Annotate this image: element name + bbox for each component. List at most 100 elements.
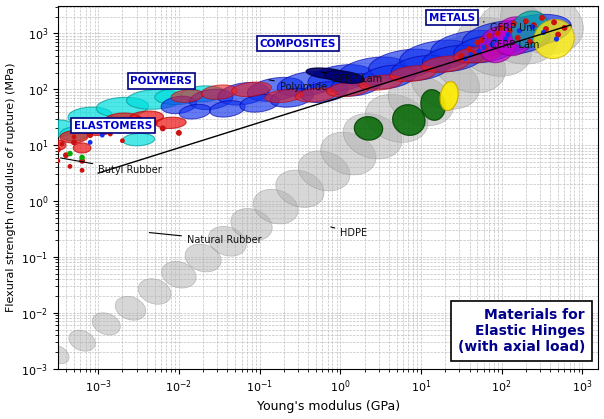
Polygon shape (306, 68, 350, 79)
Polygon shape (161, 96, 197, 114)
Polygon shape (390, 66, 436, 82)
Point (94, 122, 103, 129)
Point (493, 30, 503, 37)
Polygon shape (331, 74, 382, 96)
Text: Butyl Rubber: Butyl Rubber (60, 158, 162, 175)
Polygon shape (355, 117, 383, 140)
Polygon shape (455, 18, 532, 76)
Point (101, 128, 111, 134)
Point (45, 148, 54, 155)
Polygon shape (422, 46, 484, 72)
Polygon shape (368, 49, 441, 79)
Polygon shape (433, 37, 506, 93)
Point (106, 131, 115, 137)
Point (457, 52, 466, 59)
Polygon shape (486, 26, 550, 54)
Polygon shape (462, 21, 541, 55)
Point (85, 139, 95, 146)
Point (118, 121, 127, 127)
Polygon shape (231, 82, 271, 97)
Point (174, 129, 184, 136)
Polygon shape (440, 82, 458, 111)
Polygon shape (208, 226, 246, 256)
Polygon shape (359, 75, 402, 90)
Point (509, 20, 519, 27)
Point (539, 29, 548, 36)
Point (537, 15, 547, 21)
Point (479, 44, 489, 51)
Polygon shape (115, 296, 146, 320)
Point (521, 18, 531, 25)
Point (150, 119, 159, 126)
Polygon shape (40, 120, 76, 137)
Polygon shape (454, 47, 501, 63)
Point (490, 37, 500, 44)
Point (481, 44, 490, 51)
Point (77, 167, 87, 173)
Polygon shape (60, 127, 88, 141)
Polygon shape (265, 90, 303, 103)
Point (158, 125, 167, 132)
Polygon shape (47, 345, 69, 364)
Point (460, 55, 470, 62)
Point (497, 25, 507, 31)
Text: ELASTOMERS: ELASTOMERS (74, 121, 152, 131)
Polygon shape (240, 94, 279, 112)
Polygon shape (361, 65, 416, 89)
Text: COMPOSITES: COMPOSITES (260, 39, 336, 49)
Polygon shape (393, 105, 425, 135)
Polygon shape (338, 57, 407, 86)
Point (541, 26, 551, 32)
Polygon shape (496, 14, 571, 47)
Text: GFRP Lam: GFRP Lam (321, 72, 382, 84)
Text: Polyimide: Polyimide (269, 80, 327, 91)
Text: HDPE: HDPE (331, 227, 367, 238)
Polygon shape (479, 27, 516, 63)
Polygon shape (96, 97, 149, 117)
Polygon shape (138, 279, 171, 304)
Polygon shape (324, 71, 364, 83)
Point (57, 141, 66, 147)
Polygon shape (365, 94, 428, 142)
Polygon shape (155, 88, 203, 104)
Polygon shape (400, 40, 475, 71)
Polygon shape (181, 86, 225, 102)
Point (65, 163, 75, 170)
Polygon shape (388, 75, 454, 126)
Polygon shape (73, 143, 91, 153)
Polygon shape (185, 244, 221, 272)
Point (464, 46, 474, 52)
Polygon shape (156, 117, 186, 129)
Polygon shape (308, 65, 373, 92)
Point (529, 22, 539, 28)
Polygon shape (321, 132, 376, 175)
Polygon shape (123, 133, 155, 146)
Polygon shape (276, 170, 324, 207)
Point (505, 27, 515, 34)
Point (97, 132, 107, 138)
Polygon shape (69, 330, 95, 351)
Point (61, 152, 71, 158)
Point (477, 37, 486, 44)
Polygon shape (421, 90, 445, 120)
Text: POLYMERS: POLYMERS (130, 76, 192, 86)
Polygon shape (201, 85, 237, 99)
Point (82, 126, 91, 133)
Polygon shape (326, 82, 370, 97)
Polygon shape (478, 3, 557, 64)
X-axis label: Young's modulus (GPa): Young's modulus (GPa) (257, 401, 400, 414)
Text: GFRP Uni: GFRP Uni (483, 22, 535, 33)
Polygon shape (534, 20, 574, 59)
Polygon shape (162, 261, 196, 288)
Polygon shape (218, 83, 269, 105)
Polygon shape (82, 122, 114, 135)
Point (560, 25, 570, 31)
Polygon shape (501, 0, 583, 54)
Point (69, 139, 79, 146)
Text: CFRP Lam: CFRP Lam (483, 39, 539, 49)
Polygon shape (270, 88, 313, 107)
Point (503, 31, 513, 38)
Point (466, 52, 476, 58)
Point (472, 39, 482, 46)
Polygon shape (253, 189, 298, 224)
